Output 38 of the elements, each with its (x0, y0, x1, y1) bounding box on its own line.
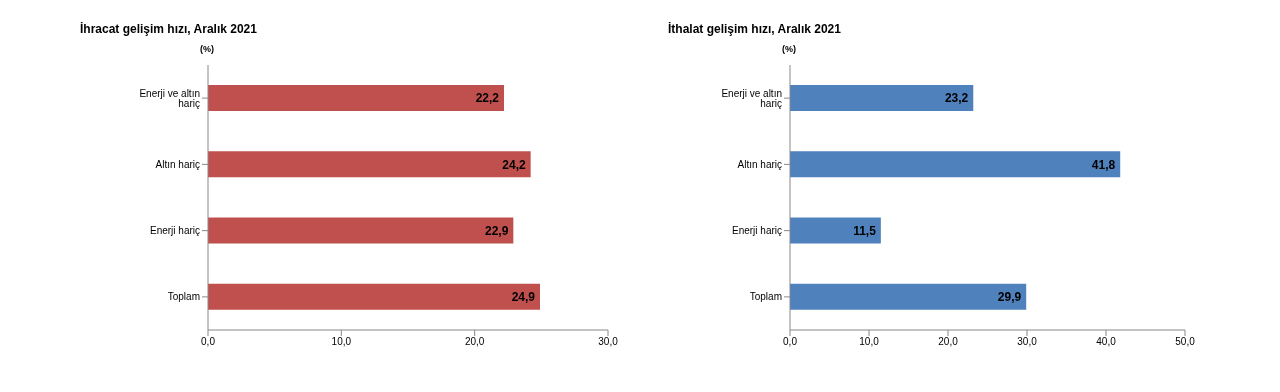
y-tick-label: Enerji hariç (149, 225, 200, 237)
x-tick-label: 40,0 (1096, 336, 1117, 348)
x-tick-label: 20,0 (464, 336, 485, 348)
data-label: 22,2 (475, 91, 500, 106)
data-label: 23,2 (944, 91, 969, 106)
y-tick-label: Enerji hariç (731, 225, 782, 237)
chart-title: İhracat gelişim hızı, Aralık 2021 (80, 22, 257, 36)
x-tick-label: 30,0 (1017, 336, 1038, 348)
y-tick-label: Enerji ve altın hariç (721, 87, 782, 109)
bar (790, 151, 1121, 178)
bar (790, 217, 881, 244)
y-axis-title: (%) (782, 44, 796, 54)
x-tick-label: 10,0 (331, 336, 352, 348)
data-label: 24,2 (502, 157, 526, 172)
data-label: 29,9 (997, 290, 1022, 305)
x-tick-label: 20,0 (938, 336, 959, 348)
x-tick-label: 30,0 (598, 336, 619, 348)
bar (790, 283, 1027, 310)
y-tick-label: Toplam (749, 291, 782, 303)
x-tick-label: 0,0 (783, 336, 798, 348)
y-tick-label: Enerji ve altın hariç (139, 87, 200, 109)
data-label: 41,8 (1091, 157, 1116, 172)
chart-title: İthalat gelişim hızı, Aralık 2021 (668, 22, 841, 36)
x-tick-label: 10,0 (859, 336, 880, 348)
bar (208, 217, 514, 244)
bar (208, 85, 504, 111)
y-tick-label: Toplam (167, 291, 200, 303)
bar (790, 85, 974, 111)
y-tick-label: Altın hariç (737, 158, 782, 170)
x-tick-label: 0,0 (201, 336, 216, 348)
data-label: 24,9 (511, 290, 536, 305)
bar (208, 151, 531, 178)
data-label: 22,9 (484, 223, 509, 238)
y-axis-title: (%) (200, 44, 214, 54)
bar (208, 283, 540, 310)
y-tick-label: Altın hariç (155, 158, 200, 170)
data-label: 11,5 (853, 223, 877, 238)
x-tick-label: 50,0 (1175, 336, 1196, 348)
